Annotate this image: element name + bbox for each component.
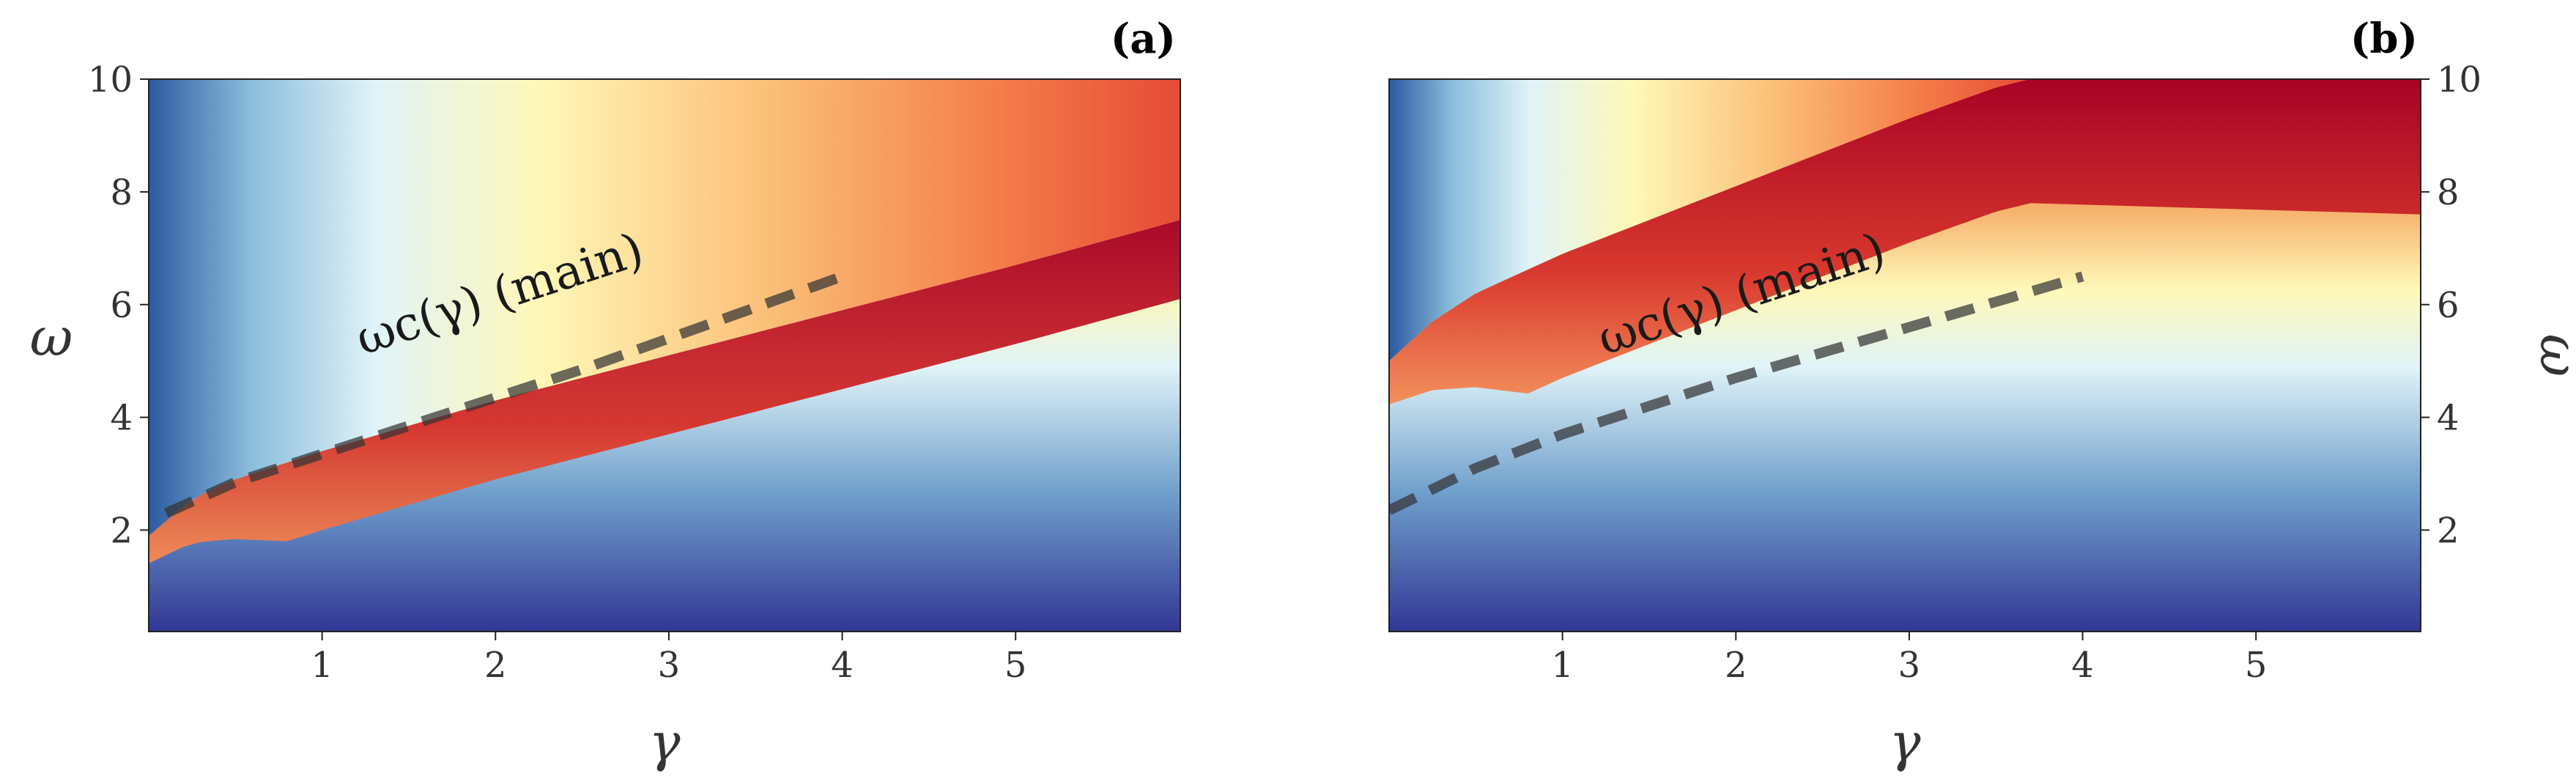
x-tick-label: 4 <box>2071 645 2094 686</box>
x-tick-label: 3 <box>658 645 681 686</box>
x-tick-label: 1 <box>311 645 333 686</box>
ticks-b: 1 2 3 4 5 2 4 6 8 10 <box>1551 59 2481 686</box>
plot-frame-b <box>1388 78 2421 632</box>
panel-label-b: (b) <box>2350 15 2418 63</box>
x-tick-label: 5 <box>2245 645 2268 686</box>
plot-frame-a <box>148 78 1181 632</box>
x-axis-label-b: γ <box>1889 711 1921 773</box>
y-axis-label-a: ω <box>30 306 73 368</box>
x-tick-label: 5 <box>1004 645 1027 686</box>
y-tick-label: 2 <box>110 511 133 552</box>
x-tick-label: 2 <box>1725 645 1747 686</box>
dashed-curve-main <box>1389 271 2084 515</box>
x-tick-label: 1 <box>1551 645 1574 686</box>
panel-label-a: (a) <box>1111 15 1176 63</box>
y-tick-label: 4 <box>110 398 133 439</box>
x-tick-label: 2 <box>484 645 507 686</box>
y-tick-label: 6 <box>110 285 133 326</box>
x-axis-label-a: γ <box>648 711 681 773</box>
heatmap-resonance-band <box>149 220 1180 563</box>
heatmap-resonance-band <box>1389 79 2421 404</box>
dashed-curve-main <box>163 271 844 518</box>
heatmap-b <box>1389 79 2421 632</box>
y-tick-label: 10 <box>88 59 133 100</box>
x-tick-label: 4 <box>831 645 854 686</box>
y-tick-label: 6 <box>2437 285 2460 326</box>
heatmap-a <box>149 79 1180 632</box>
y-tick-label: 2 <box>2437 511 2460 552</box>
y-tick-label: 8 <box>110 172 133 213</box>
heatmap-high-region <box>1389 79 2031 361</box>
y-tick-label: 10 <box>2437 59 2481 100</box>
ticks-a: 1 2 3 4 5 2 4 6 8 10 <box>88 59 1027 686</box>
x-tick-label: 3 <box>1898 645 1921 686</box>
y-tick-label: 4 <box>2437 398 2460 439</box>
y-axis-label-b: ω <box>2528 334 2576 377</box>
y-tick-label: 8 <box>2437 172 2460 213</box>
heatmap-high-region <box>149 79 1180 536</box>
